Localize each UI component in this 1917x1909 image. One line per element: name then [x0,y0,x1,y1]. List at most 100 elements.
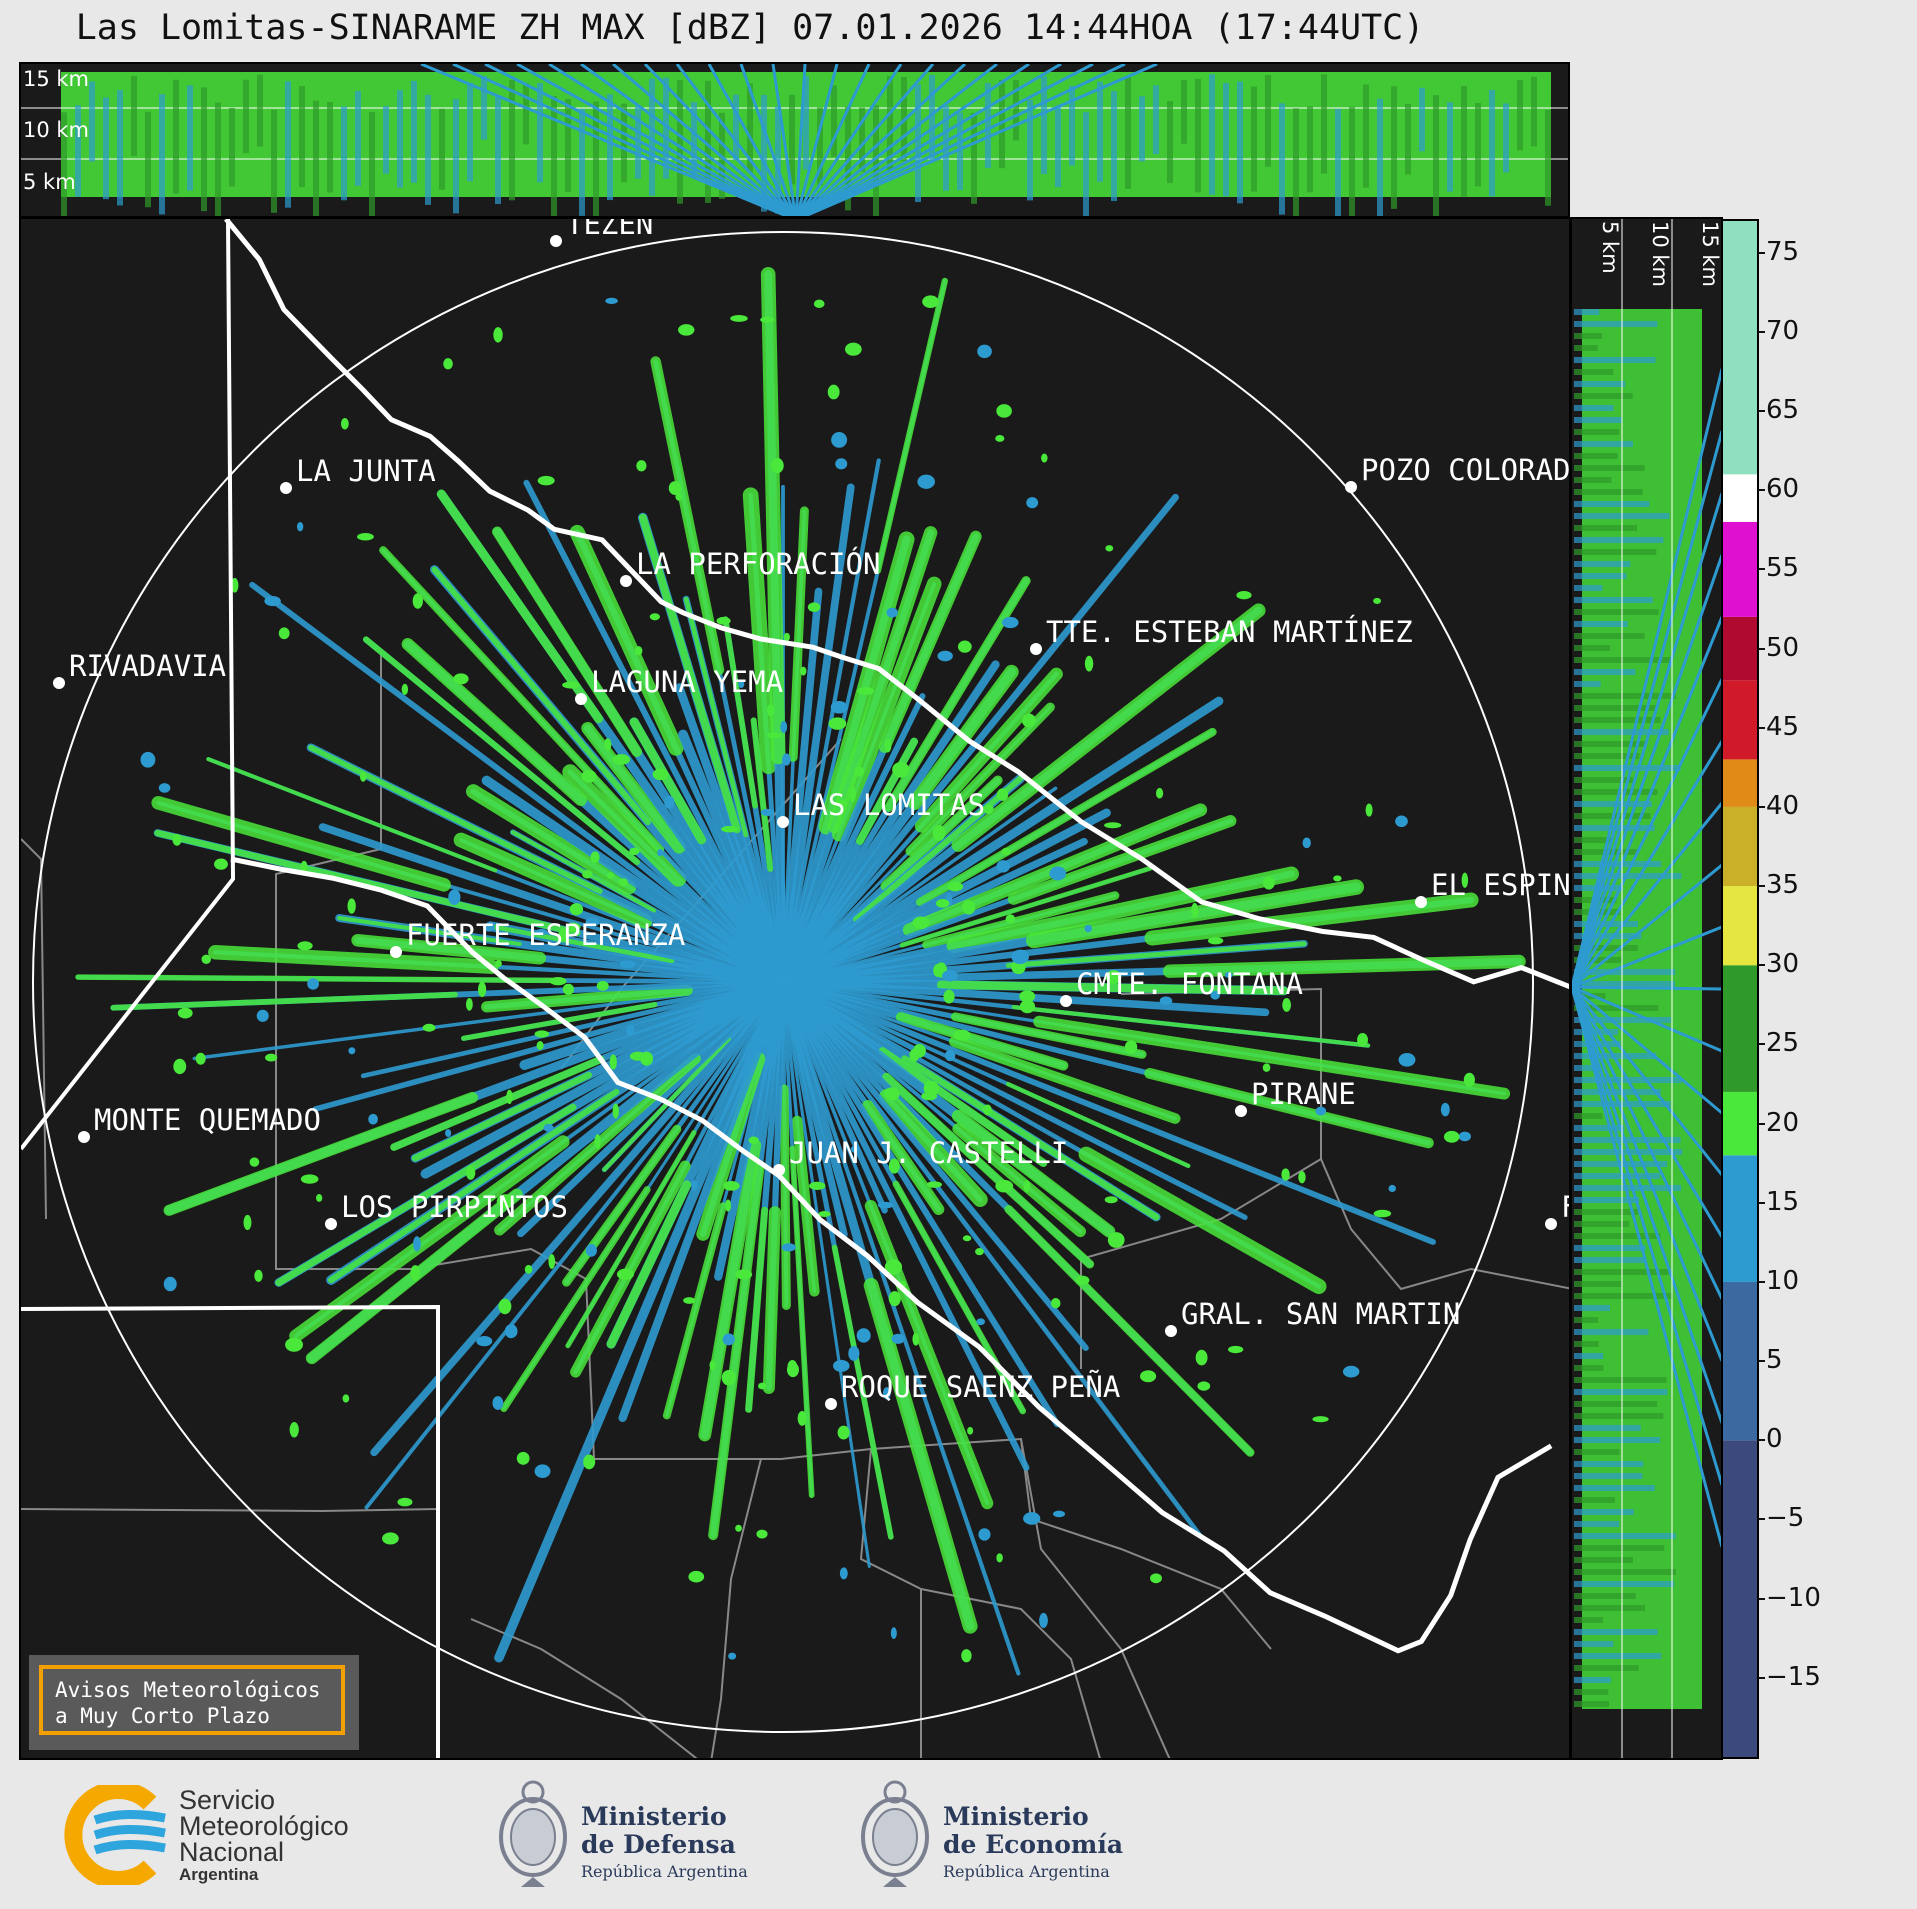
city-marker [1235,1105,1247,1117]
smn-line-1: Servicio [179,1785,276,1815]
colorbar-segment [1723,474,1757,522]
colorbar-segment [1723,1155,1757,1282]
economia-coat-of-arms-icon [861,1780,929,1887]
city-label: LAS LOMITAS [793,788,986,822]
colorbar-tick-label: 5 [1766,1345,1783,1376]
colorbar-tick-mark [1758,1280,1765,1283]
economia-line-3: República Argentina [943,1862,1110,1881]
province-border [21,1304,440,1758]
city-marker [53,677,65,689]
colorbar-segment [1723,1440,1757,1757]
smn-line-4: Argentina [179,1865,259,1884]
river-line [224,219,1569,990]
radar-echo-rays [75,267,1526,1676]
top-alt-label-15: 15 km [23,67,90,91]
colorbar-segment [1723,965,1757,1092]
colorbar-tick-label: 15 [1766,1186,1800,1217]
colorbar-tick-label: 65 [1766,395,1800,426]
side-cross-section: 5 km 10 km 15 km [1570,217,1723,1760]
city-marker [325,1218,337,1230]
smn-logo-icon [64,1785,166,1885]
city-marker [390,946,402,958]
smn-line-3: Nacional [179,1837,285,1867]
colorbar-tick-label: 35 [1766,870,1800,901]
colorbar-segment [1723,616,1757,681]
colorbar-segment [1723,521,1757,617]
defensa-line-3: República Argentina [581,1862,748,1881]
top-cross-section-plot [21,64,1568,216]
city-label: LA JUNTA [296,454,436,488]
defensa-line-1: Ministerio [581,1802,727,1831]
colorbar-tick-mark [1758,251,1765,254]
smn-logo: Servicio Meteorológico Nacional Argentin… [55,1785,395,1885]
city-label: FUERTE ESPERANZA [406,918,686,952]
side-cross-section-plot [1572,219,1721,1758]
radar-map-canvas [21,219,1569,1758]
colorbar-tick-mark [1758,964,1765,967]
colorbar-tick-label: −5 [1766,1503,1805,1534]
economia-line-2: de Economía [943,1830,1124,1859]
smn-line-2: Meteorológico [179,1811,349,1841]
dbz-colorbar [1721,219,1759,1759]
economia-logo: Ministerio de Economía República Argenti… [855,1772,1135,1897]
colorbar-tick-mark [1758,1043,1765,1046]
colorbar-tick-mark [1758,410,1765,413]
city-marker [550,235,562,247]
colorbar-tick-mark [1758,1676,1765,1679]
defensa-line-2: de Defensa [581,1830,736,1859]
city-label: ROQUE SAENZ PEÑA [841,1370,1121,1404]
city-marker [1060,995,1072,1007]
colorbar-tick-mark [1758,489,1765,492]
city-marker [773,1164,785,1176]
economia-line-1: Ministerio [943,1802,1089,1831]
city-marker [1545,1218,1557,1230]
colorbar-tick-label: 70 [1766,315,1800,346]
city-marker [825,1398,837,1410]
defensa-logo: Ministerio de Defensa República Argentin… [493,1772,753,1897]
colorbar-tick-label: 0 [1766,1424,1783,1455]
warning-box[interactable]: Avisos Meteorológicos a Muy Corto Plazo [29,1655,359,1750]
colorbar-tick-label: 45 [1766,711,1800,742]
warning-line-2: a Muy Corto Plazo [55,1704,270,1728]
city-label: RIVADAVIA [69,649,227,683]
colorbar-tick-label: 10 [1766,1265,1800,1296]
city-marker [777,816,789,828]
dbz-colorbar-scale [1723,221,1757,1757]
side-alt-label-5: 5 km [1598,221,1622,274]
side-alt-label-10: 10 km [1648,221,1672,288]
colorbar-segment [1723,680,1757,760]
colorbar-tick-label: 20 [1766,1107,1800,1138]
colorbar-tick-label: 50 [1766,632,1800,663]
colorbar-tick-mark [1758,647,1765,650]
colorbar-tick-label: −15 [1766,1661,1821,1692]
colorbar-segment [1723,1091,1757,1156]
city-label: CMTE. FONTANA [1076,967,1303,1001]
colorbar-tick-label: −10 [1766,1582,1821,1613]
country-border [21,219,236,1151]
top-alt-label-5: 5 km [23,170,76,194]
colorbar-tick-mark [1758,1597,1765,1600]
colorbar-tick-label: 30 [1766,949,1800,980]
city-label: F [1561,1190,1569,1224]
warning-line-1: Avisos Meteorológicos [55,1678,321,1702]
city-label: MONTE QUEMADO [94,1103,321,1137]
city-marker [1165,1325,1177,1337]
colorbar-tick-mark [1758,1439,1765,1442]
colorbar-tick-label: 25 [1766,1028,1800,1059]
city-label: LA PERFORACIÓN [636,547,881,581]
city-marker [575,693,587,705]
colorbar-tick-label: 40 [1766,790,1800,821]
top-alt-label-10: 10 km [23,118,90,142]
city-marker [620,575,632,587]
map-title: Las Lomitas-SINARAME ZH MAX [dBZ] 07.01.… [75,8,1425,48]
colorbar-segment [1723,1281,1757,1441]
city-marker [78,1131,90,1143]
radar-echo-cells [140,295,1475,1663]
defensa-coat-of-arms-icon [499,1780,567,1887]
city-marker [280,482,292,494]
city-label: EL ESPIN [1431,868,1571,902]
radar-map[interactable]: TEZÉN LA JUNTA POZO COLORAD LA PERFORACIÓN T… [19,217,1571,1760]
colorbar-tick-mark [1758,568,1765,571]
city-label: GRAL. SAN MARTIN [1181,1297,1461,1331]
colorbar-tick-label: 55 [1766,553,1800,584]
